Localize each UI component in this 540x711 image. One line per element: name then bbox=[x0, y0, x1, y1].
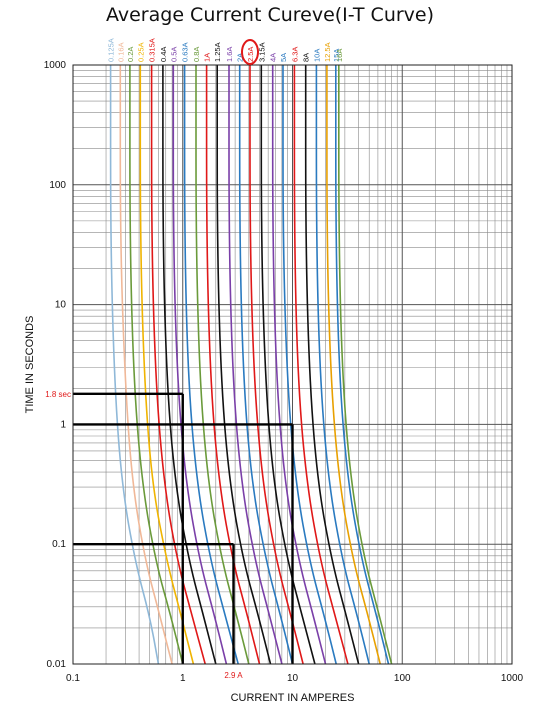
series-label: 0.8A bbox=[192, 47, 201, 62]
curve-4A bbox=[271, 65, 327, 665]
series-label: 5A bbox=[279, 53, 288, 62]
series-label: 8A bbox=[302, 53, 311, 62]
curve-0.63A bbox=[183, 64, 239, 665]
series-label: 16A bbox=[335, 49, 344, 62]
curve-10A bbox=[315, 65, 370, 665]
curves bbox=[109, 64, 393, 665]
x-tick-label: 1000 bbox=[501, 673, 524, 684]
series-label: 15A bbox=[332, 49, 341, 62]
series-label: 0.125A bbox=[107, 38, 116, 62]
series-label: 0.2A bbox=[126, 47, 135, 62]
x-axis-label: CURRENT IN AMPERES bbox=[231, 692, 355, 704]
chart-title: Average Current Cureve(I-T Curve) bbox=[105, 4, 435, 26]
series-label: 6.3A bbox=[290, 47, 299, 62]
curve-15A bbox=[334, 65, 390, 665]
series-label: 3.15A bbox=[257, 42, 266, 62]
series-labels: 0.125A 0.16A 0.2A 0.25A 0.315A 0.4A 0.5A 0.63A 0… bbox=[107, 38, 344, 65]
y-axis-label: TIME IN SECONDS bbox=[24, 316, 36, 414]
annotations: 1.8 sec 2.9 A bbox=[45, 390, 294, 680]
x-tick-label: 0.1 bbox=[66, 673, 80, 684]
y-tick-label: 1000 bbox=[44, 60, 67, 71]
curve-16A bbox=[337, 65, 393, 665]
series-label: 4A bbox=[269, 53, 278, 62]
y-tick-label: 0.1 bbox=[52, 539, 66, 550]
curve-0.2A bbox=[129, 65, 184, 665]
series-label: 0.63A bbox=[181, 42, 190, 62]
curve-12.5A bbox=[326, 65, 381, 665]
highlight-circle bbox=[241, 39, 260, 65]
series-label: 0.25A bbox=[136, 42, 145, 62]
tick-labels: 0.1 1 10 100 1000 0.01 0.1 1 10 100 1000 bbox=[44, 60, 524, 684]
curve-0.25A bbox=[139, 64, 195, 665]
curve-0.5A bbox=[172, 64, 228, 665]
series-label: 2A bbox=[236, 53, 245, 62]
curve-5A bbox=[282, 64, 337, 665]
curve-0.4A bbox=[162, 64, 217, 665]
curve-1.25A bbox=[216, 64, 272, 665]
curve-0.16A bbox=[119, 65, 173, 665]
curve-1A bbox=[205, 65, 261, 665]
series-label: 12.5A bbox=[323, 42, 332, 62]
series-label: 0.4A bbox=[159, 47, 168, 62]
y-tick-label: 100 bbox=[49, 180, 66, 191]
annotation-label: 2.9 A bbox=[224, 671, 243, 680]
curve-8A bbox=[304, 65, 360, 665]
y-tick-label: 0.01 bbox=[47, 659, 67, 670]
curve-0.315A bbox=[150, 65, 206, 665]
series-label: 1.6A bbox=[225, 47, 234, 62]
series-label: 1A bbox=[203, 53, 212, 62]
y-tick-label: 1 bbox=[60, 419, 66, 430]
series-label: 2.5A bbox=[246, 47, 255, 62]
curve-2A bbox=[238, 65, 294, 665]
series-label: 0.315A bbox=[148, 38, 157, 62]
annotation-label: 1.8 sec bbox=[45, 390, 71, 399]
curve-6.3A bbox=[293, 64, 349, 665]
x-tick-label: 1 bbox=[180, 673, 186, 684]
curve-0.125A bbox=[109, 65, 160, 665]
curve-0.8A bbox=[195, 65, 250, 665]
y-tick-label: 10 bbox=[55, 300, 67, 311]
curve-3.15A bbox=[260, 65, 316, 665]
series-label: 0.16A bbox=[116, 42, 125, 62]
curve-1.6A bbox=[228, 64, 283, 665]
x-tick-label: 100 bbox=[394, 673, 411, 684]
x-tick-label: 10 bbox=[287, 673, 299, 684]
series-label: 1.25A bbox=[213, 42, 222, 62]
plot-frame bbox=[72, 64, 513, 665]
curve-2.5A bbox=[249, 64, 304, 665]
series-label: 0.5A bbox=[169, 47, 178, 62]
series-label: 10A bbox=[312, 49, 321, 62]
